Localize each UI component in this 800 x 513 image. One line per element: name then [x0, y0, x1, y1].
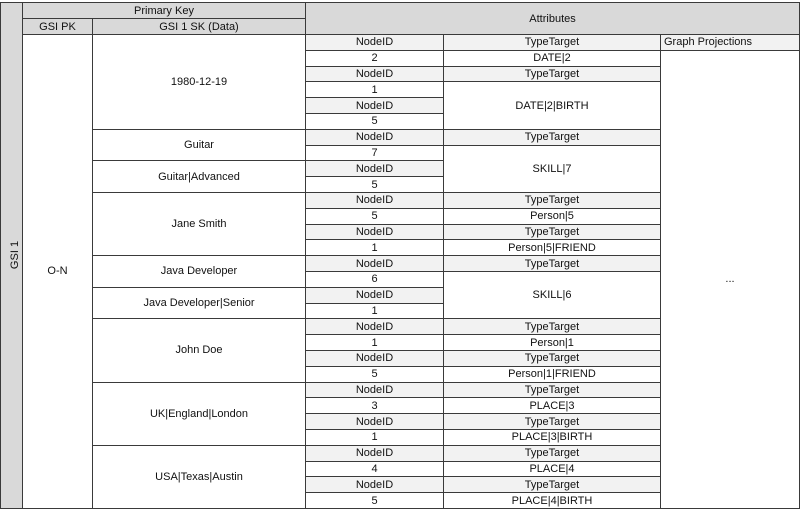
gsi-sk-value: John Doe: [92, 318, 306, 383]
node-id-header: NodeID: [305, 97, 444, 114]
node-id-value: 1: [305, 428, 444, 446]
gsi-sk-value: Jane Smith: [92, 191, 306, 257]
node-id-value: 5: [305, 112, 444, 130]
type-target-header: TypeTarget: [443, 191, 661, 209]
table-row: Java Developer|Senior NodeID: [1, 286, 800, 320]
graph-projections-value: ...: [659, 49, 800, 509]
gsi-sk-value: Guitar|Advanced: [92, 160, 306, 193]
table-row: UK|England|London NodeID TypeTarget: [1, 381, 800, 446]
table-row: Java Developer NodeID TypeTarget: [1, 255, 800, 288]
node-id-value: 7: [305, 144, 444, 162]
graph-projections-header: Graph Projections: [659, 34, 800, 51]
node-id-header: NodeID: [305, 349, 444, 367]
table-row: 6 SKILL|6: [1, 270, 800, 320]
table-row: 5 PLACE|4|BIRTH: [1, 492, 800, 509]
node-id-header: NodeID: [305, 318, 444, 336]
type-target-header: TypeTarget: [443, 34, 661, 51]
index-name-cell: GSI 1: [0, 2, 23, 509]
gsi-sk-value: Java Developer|Senior: [92, 286, 306, 320]
node-id-value: 5: [305, 492, 444, 509]
type-target-header: TypeTarget: [443, 476, 661, 494]
gsi-sk-header: GSI 1 SK (Data): [92, 18, 306, 35]
table-row: O-N 1980-12-19 NodeID TypeTarget Graph Proje…: [1, 34, 800, 509]
gsi-sk-value: 1980-12-19: [92, 34, 306, 130]
type-target-header: TypeTarget: [443, 413, 661, 430]
node-id-value: 6: [305, 270, 444, 288]
table-row: 1 Person|1: [1, 334, 800, 351]
type-target-value: DATE|2: [443, 49, 661, 67]
node-id-header: NodeID: [305, 286, 444, 304]
node-id-header: NodeID: [305, 128, 444, 146]
node-id-header: NodeID: [305, 191, 444, 209]
index-name: GSI 1: [9, 241, 22, 270]
node-id-value: 1: [305, 302, 444, 320]
type-target-value: Person|1|FRIEND: [443, 365, 661, 383]
node-id-header: NodeID: [305, 34, 444, 51]
type-target-header: TypeTarget: [443, 255, 661, 272]
gsi-sk-value: Java Developer: [92, 255, 306, 288]
node-id-header: NodeID: [305, 223, 444, 241]
node-id-header: NodeID: [305, 444, 444, 462]
type-target-header: TypeTarget: [443, 65, 661, 83]
node-id-header: NodeID: [305, 381, 444, 399]
node-id-value: 1: [305, 334, 444, 351]
gsi-sk-value: UK|England|London: [92, 381, 306, 446]
gsi-pk-value: O-N: [22, 34, 93, 509]
node-id-value: 1: [305, 239, 444, 257]
type-target-value: SKILL|7: [443, 144, 661, 193]
type-target-value: Person|1: [443, 334, 661, 351]
node-id-header: NodeID: [305, 255, 444, 272]
gsi-sk-value: USA|Texas|Austin: [92, 444, 306, 509]
node-id-value: 1: [305, 81, 444, 99]
node-id-value: 5: [305, 207, 444, 225]
node-id-value: 3: [305, 397, 444, 415]
type-target-value: Person|5: [443, 207, 661, 225]
type-target-header: TypeTarget: [443, 349, 661, 367]
type-target-value: PLACE|4|BIRTH: [443, 492, 661, 509]
node-id-value: 5: [305, 365, 444, 383]
type-target-value: SKILL|6: [443, 270, 661, 320]
type-target-header: TypeTarget: [443, 128, 661, 146]
node-id-header: NodeID: [305, 160, 444, 178]
table-row: Guitar|Advanced NodeID: [1, 160, 800, 193]
node-id-header: NodeID: [305, 65, 444, 83]
table-row: NodeID TypeTarget: [1, 65, 800, 83]
table-row: NodeID TypeTarget: [1, 413, 800, 430]
node-id-header: NodeID: [305, 413, 444, 430]
node-id-value: 5: [305, 176, 444, 193]
type-target-value: DATE|2|BIRTH: [443, 81, 661, 130]
node-id-value: 4: [305, 460, 444, 478]
type-target-value: PLACE|4: [443, 460, 661, 478]
table-row: Jane Smith NodeID TypeTarget: [1, 191, 800, 257]
attributes-header: Attributes: [304, 2, 800, 35]
type-target-value: PLACE|3|BIRTH: [443, 428, 661, 446]
table-row: Guitar NodeID TypeTarget: [1, 128, 800, 162]
type-target-header: TypeTarget: [443, 381, 661, 399]
gsi-sk-value: Guitar: [92, 128, 306, 162]
type-target-value: Person|5|FRIEND: [443, 239, 661, 257]
type-target-header: TypeTarget: [443, 444, 661, 462]
primary-key-header: Primary Key: [22, 2, 306, 19]
node-id-value: 2: [305, 49, 444, 67]
gsi-pk-header: GSI PK: [22, 18, 93, 35]
table-row: USA|Texas|Austin NodeID TypeTarget: [1, 444, 800, 509]
type-target-header: TypeTarget: [443, 318, 661, 336]
type-target-header: TypeTarget: [443, 223, 661, 241]
node-id-header: NodeID: [305, 476, 444, 494]
table-row: NodeID TypeTarget: [1, 349, 800, 367]
table-row: 2 DATE|2...: [1, 49, 800, 509]
table-row: NodeID TypeTarget: [1, 476, 800, 494]
table-row: 7 SKILL|7: [1, 144, 800, 193]
table-row: 5 Person|1|FRIEND: [1, 365, 800, 383]
type-target-value: PLACE|3: [443, 397, 661, 415]
table-row: NodeID: [1, 97, 800, 114]
